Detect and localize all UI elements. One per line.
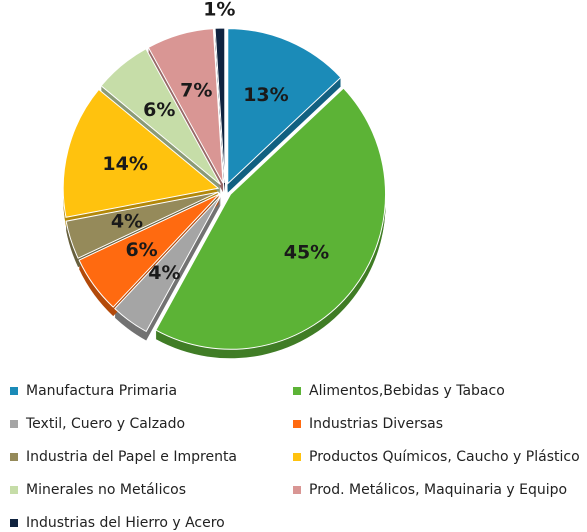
legend-label: Alimentos,Bebidas y Tabaco <box>309 383 505 399</box>
slice <box>155 87 386 350</box>
slice <box>227 28 342 185</box>
legend-marker <box>10 519 18 527</box>
value-label: 1% <box>203 0 235 21</box>
legend-label: Industrias del Hierro y Acero <box>26 515 225 531</box>
value-label: 13% <box>243 84 288 106</box>
slice <box>147 28 224 184</box>
legend-label: Industrias Diversas <box>309 416 443 432</box>
slice <box>100 48 221 185</box>
legend-marker <box>10 486 18 494</box>
slice <box>114 195 222 333</box>
legend-marker <box>293 387 301 395</box>
legend-marker <box>10 420 18 428</box>
legend-marker <box>10 387 18 395</box>
legend-label: Manufactura Primaria <box>26 383 177 399</box>
value-label: 6% <box>125 239 157 261</box>
value-label: 4% <box>148 262 180 284</box>
slice <box>214 27 226 184</box>
legend-marker <box>10 453 18 461</box>
value-label: 14% <box>102 153 147 175</box>
value-label: 6% <box>143 99 175 121</box>
slice <box>78 193 220 308</box>
legend-marker <box>293 486 301 494</box>
legend-label: Productos Químicos, Caucho y Plástico <box>309 449 580 465</box>
value-label: 45% <box>284 242 329 264</box>
legend-marker <box>293 420 301 428</box>
legend-label: Prod. Metálicos, Maquinaria y Equipo <box>309 482 567 498</box>
legend-label: Industria del Papel e Imprenta <box>26 449 237 465</box>
slice <box>62 88 220 218</box>
value-label: 7% <box>180 79 212 101</box>
legend-label: Textil, Cuero y Calzado <box>25 416 185 432</box>
value-label: 4% <box>111 210 143 232</box>
slice <box>65 191 219 259</box>
legend-label: Minerales no Metálicos <box>26 482 186 498</box>
legend-marker <box>293 453 301 461</box>
